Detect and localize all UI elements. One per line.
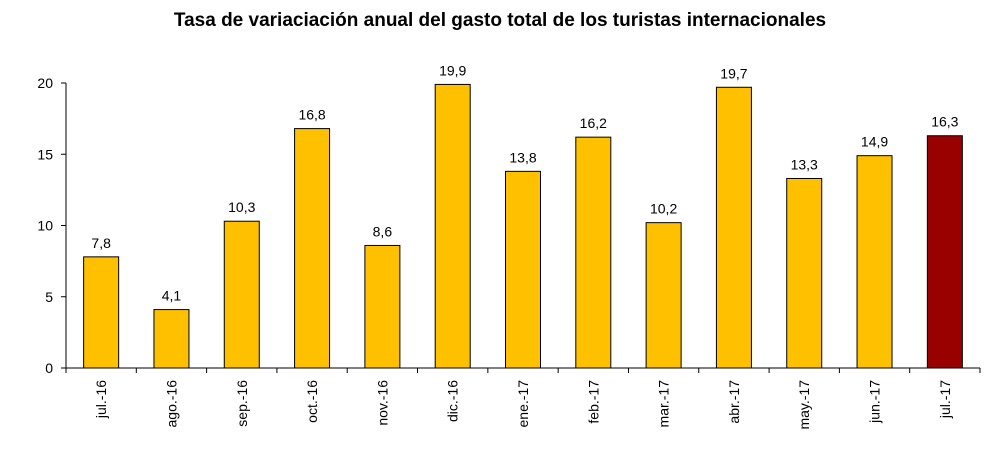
data-label: 16,8 — [298, 107, 325, 123]
y-tick-label: 15 — [37, 146, 53, 162]
y-tick-label: 5 — [45, 289, 53, 305]
bar-mar.-17 — [645, 222, 682, 369]
data-label: 16,2 — [580, 115, 607, 131]
bar-dic.-16 — [434, 83, 471, 369]
data-label: 10,3 — [228, 199, 255, 215]
bar-jul.-16 — [83, 256, 120, 369]
bar-sep.-16 — [223, 220, 260, 369]
x-axis: jul.-16 ago.-16 sep.-16 oct.-16 nov.-16 dic.-… — [65, 367, 981, 430]
data-label: 19,9 — [439, 62, 466, 78]
x-tick-label: sep.-16 — [234, 380, 250, 427]
y-axis: 0 5 10 15 20 — [37, 75, 67, 376]
data-label: 19,7 — [720, 65, 747, 81]
data-label: 7,8 — [91, 235, 111, 251]
data-label: 4,1 — [162, 288, 182, 304]
x-tick-label: oct.-16 — [304, 380, 320, 423]
bar-jun.-17 — [856, 155, 893, 369]
x-tick-label: ene.-17 — [515, 380, 531, 428]
x-tick-label: feb.-17 — [585, 380, 601, 424]
data-label: 8,6 — [373, 223, 393, 239]
bar-ago.-16 — [153, 309, 190, 369]
x-tick-label: jun.-17 — [867, 380, 883, 424]
y-tick-label: 20 — [37, 75, 53, 91]
chart-title: Tasa de variaciación anual del gasto tot… — [173, 10, 827, 31]
y-tick-label: 10 — [37, 218, 53, 234]
data-label: 13,3 — [791, 156, 818, 172]
bar-may.-17 — [786, 177, 823, 369]
x-tick-label: ago.-16 — [163, 380, 179, 428]
x-tick-label: mar.-17 — [656, 380, 672, 428]
bar-jul.-17 — [926, 135, 963, 369]
data-label: 14,9 — [861, 134, 888, 150]
bar-oct.-16 — [294, 128, 331, 369]
x-tick-label: may.-17 — [796, 380, 812, 430]
data-label: 10,2 — [650, 201, 677, 217]
x-tick-label: dic.-16 — [445, 380, 461, 422]
y-tick-label: 0 — [45, 360, 53, 376]
data-label: 16,3 — [931, 114, 958, 130]
x-tick-label: jul.-16 — [93, 380, 109, 419]
data-label: 13,8 — [509, 149, 536, 165]
bar-nov.-16 — [364, 244, 401, 369]
bars: 7,8 4,1 10,3 16,8 8,6 19,9 13,8 16,2 10,2 19,7 13,… — [83, 62, 963, 369]
x-tick-label: jul.-17 — [937, 380, 953, 419]
bar-ene.-17 — [505, 170, 541, 369]
x-tick-label: abr.-17 — [726, 380, 742, 424]
bar-abr.-17 — [715, 86, 752, 369]
x-tick-label: nov.-16 — [374, 380, 390, 426]
bar-feb.-17 — [575, 136, 612, 369]
